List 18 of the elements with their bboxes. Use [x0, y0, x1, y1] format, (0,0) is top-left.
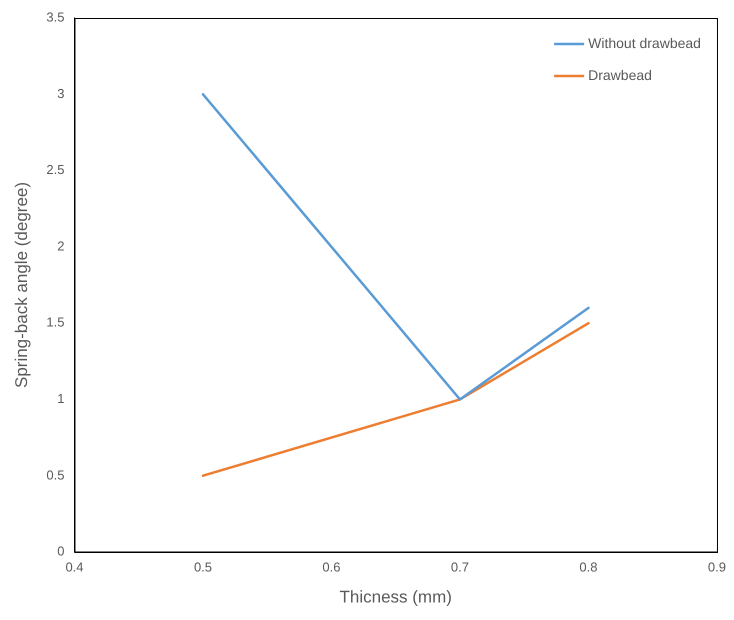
y-tick-label: 2 — [57, 238, 64, 254]
x-tick-label: 0.4 — [65, 559, 84, 574]
x-axis-title: Thicness (mm) — [340, 587, 452, 606]
legend-label: Drawbead — [588, 66, 652, 83]
y-tick-label: 3 — [57, 86, 64, 101]
y-tick-label: 3.5 — [46, 10, 64, 25]
y-tick-label: 0 — [57, 544, 64, 559]
x-tick-label: 0.8 — [579, 559, 598, 574]
legend-label: Without drawbead — [588, 34, 701, 51]
y-tick-label: 1.5 — [46, 314, 64, 330]
y-tick-label: 2.5 — [46, 162, 64, 178]
x-tick-label: 0.9 — [708, 559, 726, 574]
y-axis-title: Spring-back angle (degree) — [12, 182, 31, 388]
x-tick-label: 0.7 — [450, 559, 470, 574]
x-tick-label: 0.6 — [322, 559, 341, 574]
y-tick-label: 1 — [57, 391, 64, 406]
y-tick-label: 0.5 — [46, 467, 64, 482]
x-tick-label: 0.5 — [194, 559, 212, 574]
